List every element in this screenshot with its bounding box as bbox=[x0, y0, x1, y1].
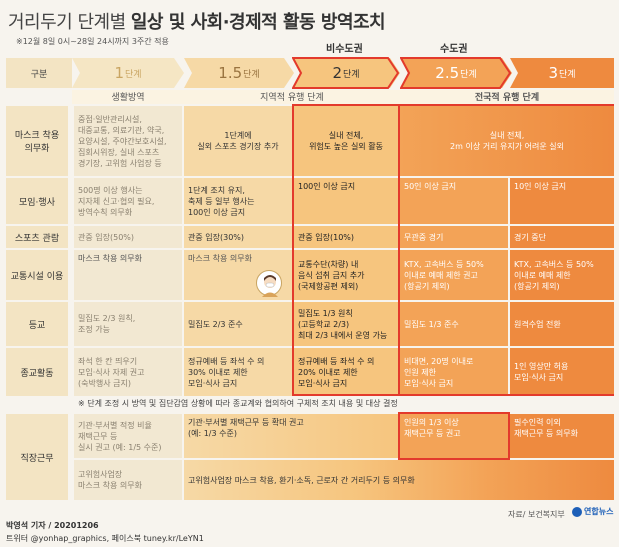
cell-meeting-2: 100인 이상 금지 bbox=[294, 178, 398, 224]
cell-transport-3: KTX, 고속버스 등 50% 이내로 예매 제한 (항공기 제외) bbox=[510, 250, 614, 300]
cell-mask-2: 실내 전체, 위험도 높은 실외 활동 bbox=[294, 106, 398, 176]
row-label-transport: 교통시설 이용 bbox=[6, 250, 68, 300]
group-national: 전국적 유행 단계 bbox=[400, 90, 614, 104]
source-text: 자료/ 보건복지부 bbox=[508, 510, 565, 519]
row-label-religion: 종교활동 bbox=[6, 348, 68, 396]
cell-school-2-5: 밀집도 1/3 준수 bbox=[400, 302, 508, 346]
cell-school-2: 밀집도 1/3 원칙 (고등학교 2/3) 최대 2/3 내에서 운영 가능 bbox=[294, 302, 398, 346]
cell-mask-1: 중점·일반관리시설, 대중교통, 의료기관, 약국, 요양시설, 주야간보호시설… bbox=[74, 106, 182, 176]
cell-sports-2: 관중 입장(10%) bbox=[294, 226, 398, 248]
cell-mask-1-5: 1단계에 실외 스포츠 경기장 추가 bbox=[184, 106, 292, 176]
yonhap-logo: 연합뉴스 bbox=[572, 506, 613, 517]
stage-1-5: 1.5 단계 bbox=[184, 58, 294, 88]
cell-religion-2-5: 비대면, 20명 이내로 인원 제한 모임·식사 금지 bbox=[400, 348, 508, 396]
cell-religion-1-5: 정규예배 등 좌석 수 의 30% 이내로 제한 모임·식사 금지 bbox=[184, 348, 292, 396]
cell-school-1: 밀집도 2/3 원칙, 조정 가능 bbox=[74, 302, 182, 346]
cell-religion-2: 정규예배 등 좌석 수 의 20% 이내로 제한 모임·식사 금지 bbox=[294, 348, 398, 396]
cell-meeting-1-5: 1단계 조치 유지, 축제 등 일부 행사는 100인 이상 금지 bbox=[184, 178, 292, 224]
cell-meeting-1: 500명 이상 행사는 지자체 신고·협의 필요, 방역수칙 의무화 bbox=[74, 178, 182, 224]
social-links: 트위터 @yonhap_graphics, 페이스북 tuney.kr/LeYN… bbox=[6, 534, 204, 543]
row-label-work: 직장근무 bbox=[6, 414, 68, 500]
cell-meeting-3: 10인 이상 금지 bbox=[510, 178, 614, 224]
cell-religion-3: 1인 영상만 허용 모임·식사 금지 bbox=[510, 348, 614, 396]
page-title: 거리두기 단계별 일상 및 사회·경제적 활동 방역조치 bbox=[8, 12, 386, 33]
cell-sports-2-5: 무관중 경기 bbox=[400, 226, 508, 248]
cell-work-3: 필수인력 이외 재택근무 등 의무화 bbox=[510, 414, 614, 458]
cell-sports-3: 경기 중단 bbox=[510, 226, 614, 248]
cell-mask-2-5-3: 실내 전체, 2m 이상 거리 유지가 어려운 실외 bbox=[400, 106, 614, 176]
yonhap-logo-icon bbox=[572, 506, 582, 517]
region-capital: 수도권 bbox=[440, 44, 468, 55]
cell-transport-1: 마스크 착용 의무화 bbox=[74, 250, 182, 300]
cell-work-1-5-2: 기관·부서별 재택근무 등 확대 권고 (예: 1/3 수준) bbox=[184, 414, 398, 458]
byline: 박영석 기자 / 20201206 bbox=[6, 521, 99, 530]
cell-sports-1-5: 관중 입장(30%) bbox=[184, 226, 292, 248]
cell-sports-1: 관중 입장(50%) bbox=[74, 226, 182, 248]
cell-work-1: 기관·부서별 적정 비율 재택근무 등 실시 권고 (예: 1/5 수준) bbox=[74, 414, 182, 458]
row-label-meeting: 모임·행사 bbox=[6, 178, 68, 224]
cell-transport-2: 교통수단(차량) 내 음식 섭취 금지 추가 (국제항공편 제외) bbox=[294, 250, 398, 300]
row-label-sports: 스포츠 관람 bbox=[6, 226, 68, 248]
stage-2-5: 2.5 단계 bbox=[400, 58, 512, 88]
row-label-mask: 마스크 착용 의무화 bbox=[6, 106, 68, 176]
religion-note: ※ 단계 조정 시 방역 및 집단감염 상황에 따라 종교계와 협의하여 구체적… bbox=[74, 398, 614, 412]
cell-work-highrisk-1: 고위험사업장 마스크 착용 의무화 bbox=[74, 460, 182, 500]
group-regional: 지역적 유행 단계 bbox=[184, 90, 400, 104]
cell-transport-2-5: KTX, 고속버스 등 50% 이내로 예매 제한 권고 (항공기 제외) bbox=[400, 250, 508, 300]
stage-1: 1 단계 bbox=[72, 58, 184, 88]
cell-religion-1: 좌석 한 칸 띄우기 모임·식사 자제 권고 (숙박행사 금지) bbox=[74, 348, 182, 396]
cell-school-3: 원격수업 전환 bbox=[510, 302, 614, 346]
stage-3: 3 단계 bbox=[510, 58, 614, 88]
period-note: ※12월 8일 0시~28일 24시까지 3주간 적용 bbox=[16, 37, 169, 46]
header-gubun: 구분 bbox=[6, 58, 72, 88]
cell-school-1-5: 밀집도 2/3 준수 bbox=[184, 302, 292, 346]
cell-meeting-2-5: 50인 이상 금지 bbox=[400, 178, 508, 224]
cell-work-highrisk-1-5-3: 고위험사업장 마스크 착용, 환기·소독, 근로자 간 거리두기 등 의무화 bbox=[184, 460, 614, 500]
row-label-school: 등교 bbox=[6, 302, 68, 346]
group-daily: 생활방역 bbox=[72, 90, 184, 104]
cell-work-2-5: 인원의 1/3 이상 재택근무 등 권고 bbox=[400, 414, 508, 458]
stage-2: 2 단계 bbox=[292, 58, 400, 88]
masked-person-icon bbox=[256, 270, 282, 297]
region-non-capital: 비수도권 bbox=[326, 44, 363, 55]
